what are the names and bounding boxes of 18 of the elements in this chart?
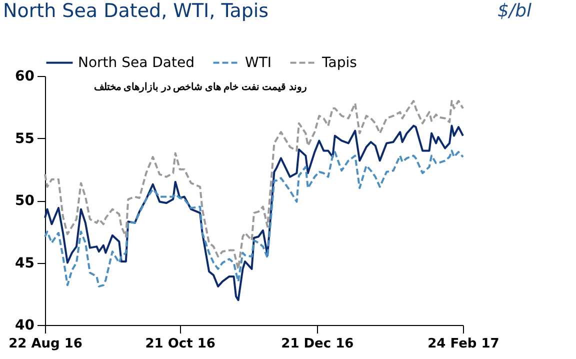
- line-series: [44, 124, 464, 302]
- line-series: [44, 150, 464, 288]
- chart-title: North Sea Dated, WTI, Tapis: [3, 0, 269, 22]
- y-axis-title: $/bl: [498, 0, 532, 22]
- y-tick-label: 55: [15, 130, 34, 147]
- y-tick-label: 50: [15, 193, 35, 209]
- y-tick-label: 45: [15, 255, 34, 272]
- y-tick-label: 60: [15, 68, 35, 84]
- x-tick-label: 21 Oct 16: [145, 336, 216, 352]
- x-tick-label: 24 Feb 17: [428, 336, 500, 352]
- legend-label: North Sea Dated: [78, 54, 194, 71]
- y-tick-label: 40: [15, 318, 35, 334]
- x-tick-label: 21 Dec 16: [281, 336, 354, 352]
- line-series: [44, 100, 464, 270]
- x-tick-label: 22 Aug 16: [8, 336, 82, 352]
- annotation: روند قیمت نفت خام های شاخص در بازارهای مختلف: [94, 82, 307, 93]
- legend-label: WTI: [245, 54, 272, 71]
- legend-label: Tapis: [321, 54, 357, 71]
